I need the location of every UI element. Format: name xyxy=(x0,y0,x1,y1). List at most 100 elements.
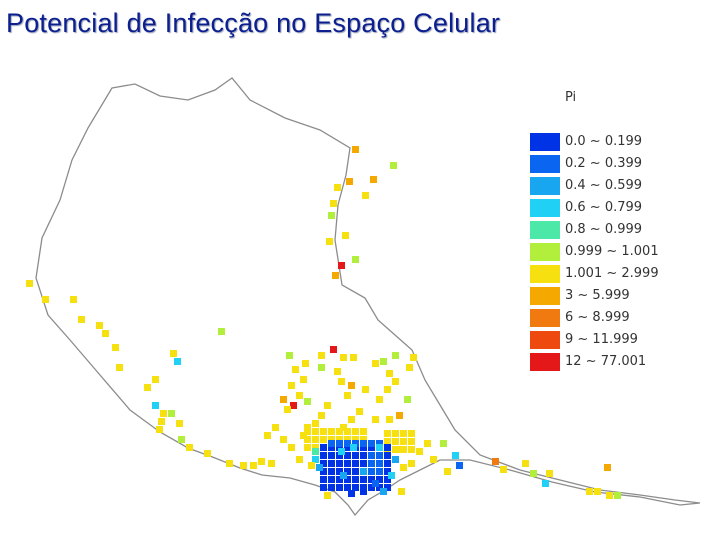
legend-item: 0.999 ~ 1.001 xyxy=(527,242,707,262)
grid-cell xyxy=(226,460,233,467)
grid-cell xyxy=(102,330,109,337)
grid-cell xyxy=(392,446,399,453)
grid-cell xyxy=(328,476,335,483)
grid-cell xyxy=(522,460,529,467)
grid-cell xyxy=(336,444,343,451)
slide-title: Potencial de Infecção no Espaço Celular xyxy=(6,8,501,38)
grid-cell xyxy=(330,346,337,353)
grid-cell xyxy=(342,232,349,239)
legend-swatch xyxy=(530,155,560,173)
grid-cell xyxy=(400,464,407,471)
grid-cell xyxy=(292,366,299,373)
grid-cell xyxy=(384,460,391,467)
grid-cell xyxy=(328,440,335,447)
grid-cell xyxy=(372,480,379,487)
grid-cell xyxy=(338,262,345,269)
grid-cell xyxy=(614,492,621,499)
grid-cell xyxy=(320,476,327,483)
grid-cell xyxy=(290,402,297,409)
legend-label: 1.001 ~ 2.999 xyxy=(565,266,659,281)
grid-cell xyxy=(440,440,447,447)
grid-cell xyxy=(336,436,343,443)
grid-cell xyxy=(360,444,367,451)
grid-cell xyxy=(328,436,335,443)
grid-cell xyxy=(384,444,391,451)
grid-cell xyxy=(316,464,323,471)
legend-label: 0.4 ~ 0.599 xyxy=(565,178,643,193)
grid-cell xyxy=(352,484,359,491)
grid-cell xyxy=(370,176,377,183)
grid-cell xyxy=(400,430,407,437)
legend-label: 0.8 ~ 0.999 xyxy=(565,222,643,237)
grid-cell xyxy=(320,484,327,491)
grid-cell xyxy=(296,456,303,463)
grid-cell xyxy=(280,436,287,443)
grid-cell xyxy=(344,428,351,435)
grid-cell xyxy=(332,272,339,279)
grid-cell xyxy=(158,418,165,425)
grid-cell xyxy=(312,420,319,427)
grid-cell xyxy=(328,428,335,435)
grid-cell xyxy=(348,490,355,497)
grid-cell xyxy=(346,178,353,185)
grid-cell xyxy=(384,452,391,459)
grid-cell xyxy=(344,460,351,467)
grid-cell xyxy=(368,444,375,451)
grid-cell xyxy=(376,452,383,459)
grid-cell xyxy=(344,444,351,451)
legend-label: 12 ~ 77.001 xyxy=(565,354,647,369)
grid-cell xyxy=(318,352,325,359)
grid-cell xyxy=(170,350,177,357)
grid-cell xyxy=(408,438,415,445)
grid-cell xyxy=(334,368,341,375)
grid-cell xyxy=(318,364,325,371)
grid-cell xyxy=(344,436,351,443)
grid-cell xyxy=(360,436,367,443)
grid-cell xyxy=(360,484,367,491)
legend-label: 9 ~ 11.999 xyxy=(565,332,638,347)
legend-swatch xyxy=(530,287,560,305)
grid-cell xyxy=(360,440,367,447)
grid-cell xyxy=(320,460,327,467)
grid-cell xyxy=(368,452,375,459)
legend-item: 0.6 ~ 0.799 xyxy=(527,198,707,218)
grid-cell xyxy=(218,328,225,335)
grid-cell xyxy=(338,378,345,385)
legend-label: 0.2 ~ 0.399 xyxy=(565,156,643,171)
grid-cell xyxy=(606,492,613,499)
grid-cell xyxy=(348,382,355,389)
grid-cell xyxy=(356,408,363,415)
legend-title: Pi xyxy=(565,90,577,105)
grid-cell xyxy=(404,396,411,403)
grid-cell xyxy=(96,322,103,329)
grid-cell xyxy=(444,468,451,475)
grid-cell xyxy=(336,484,343,491)
grid-cell xyxy=(328,460,335,467)
legend-label: 0.6 ~ 0.799 xyxy=(565,200,643,215)
grid-cell xyxy=(116,364,123,371)
grid-cell xyxy=(376,396,383,403)
legend-item: 0.8 ~ 0.999 xyxy=(527,220,707,240)
grid-cell xyxy=(240,462,247,469)
grid-cell xyxy=(326,238,333,245)
grid-cell xyxy=(416,448,423,455)
grid-cell xyxy=(362,386,369,393)
grid-cell xyxy=(300,432,307,439)
grid-cell xyxy=(144,384,151,391)
grid-cell xyxy=(344,440,351,447)
legend-item: 1.001 ~ 2.999 xyxy=(527,264,707,284)
grid-cell xyxy=(372,416,379,423)
grid-cell xyxy=(288,444,295,451)
grid-cell xyxy=(392,456,399,463)
grid-cell xyxy=(344,452,351,459)
grid-cell xyxy=(350,444,357,451)
grid-cell xyxy=(350,354,357,361)
grid-cell xyxy=(176,420,183,427)
grid-cell xyxy=(340,354,347,361)
grid-cell xyxy=(352,428,359,435)
grid-cell xyxy=(308,462,315,469)
grid-cell xyxy=(344,476,351,483)
grid-cell xyxy=(328,212,335,219)
grid-cell xyxy=(352,146,359,153)
